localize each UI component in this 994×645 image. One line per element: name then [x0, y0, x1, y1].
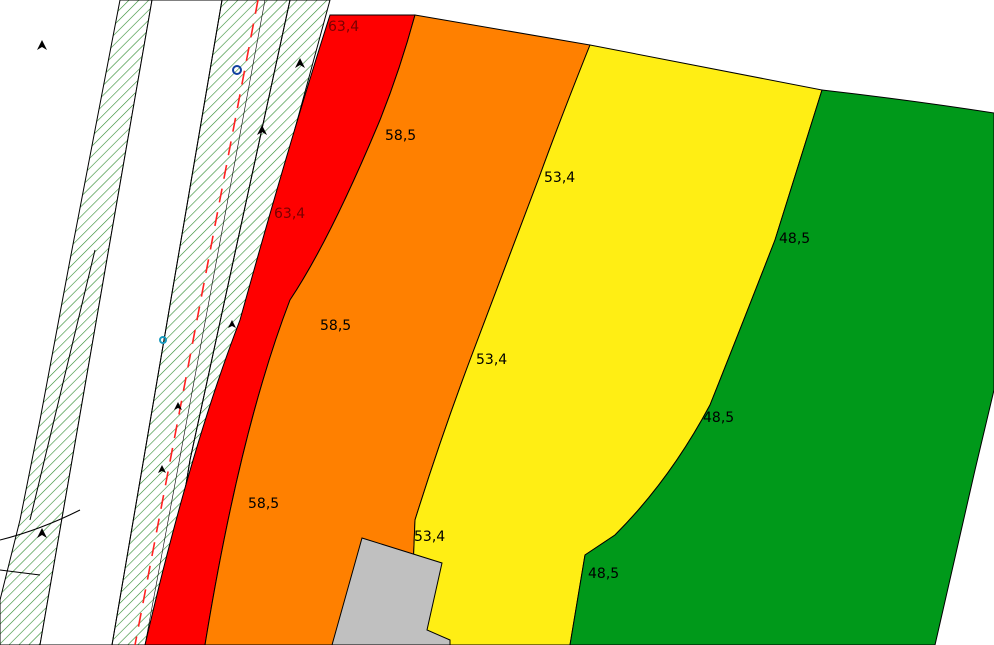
label-green-mid: 48,5: [703, 410, 734, 426]
carriageway: [39, 0, 223, 645]
label-green-top: 48,5: [779, 231, 810, 247]
contour-labels: 63,4 63,4 58,5 58,5 58,5 53,4 53,4 53,4 …: [248, 19, 810, 582]
label-red-mid: 63,4: [274, 206, 305, 222]
label-green-bot: 48,5: [588, 566, 619, 582]
label-yellow-mid: 53,4: [476, 352, 507, 368]
label-yellow-top: 53,4: [544, 170, 575, 186]
label-orange-top: 58,5: [385, 128, 416, 144]
road-symbols: [37, 40, 305, 538]
label-yellow-bot: 53,4: [414, 529, 445, 545]
centerline: [134, 0, 259, 645]
band-green: [569, 89, 994, 645]
building: [331, 537, 451, 645]
label-orange-bot: 58,5: [248, 496, 279, 512]
noise-bands: [144, 14, 994, 645]
label-red-top: 63,4: [328, 19, 359, 35]
label-orange-mid: 58,5: [320, 318, 351, 334]
